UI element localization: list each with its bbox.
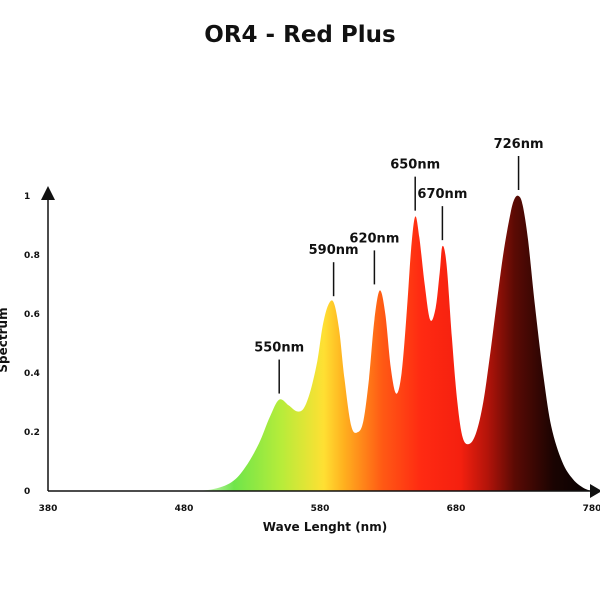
y-tick-label: 0.4 xyxy=(24,369,40,379)
x-tick-labels: 380 480 580 680 780 xyxy=(39,504,600,514)
y-tick-label: 1 xyxy=(24,192,30,202)
x-axis-label: Wave Lenght (nm) xyxy=(263,520,387,534)
peak-label: 670nm xyxy=(417,187,467,202)
x-tick-label: 580 xyxy=(311,504,330,514)
peak-label: 620nm xyxy=(349,231,399,246)
y-tick-label: 0.8 xyxy=(24,251,40,261)
x-tick-label: 480 xyxy=(175,504,194,514)
y-axis-arrow xyxy=(41,186,55,200)
x-tick-label: 380 xyxy=(39,504,58,514)
y-axis-label: Spectrum xyxy=(0,307,10,372)
y-tick-label: 0 xyxy=(24,487,30,497)
peak-label: 726nm xyxy=(494,137,544,152)
y-tick-label: 0.2 xyxy=(24,428,40,438)
y-tick-label: 0.6 xyxy=(24,310,40,320)
x-tick-label: 780 xyxy=(583,504,600,514)
spectrum-area xyxy=(184,195,592,492)
x-axis-arrow xyxy=(590,484,600,498)
peak-label: 550nm xyxy=(254,341,304,356)
peak-label: 650nm xyxy=(390,158,440,173)
y-tick-labels: 0 0.2 0.4 0.6 0.8 1 xyxy=(24,192,40,497)
peak-label: 590nm xyxy=(309,243,359,258)
chart-title: OR4 - Red Plus xyxy=(204,22,396,48)
x-tick-label: 680 xyxy=(447,504,466,514)
